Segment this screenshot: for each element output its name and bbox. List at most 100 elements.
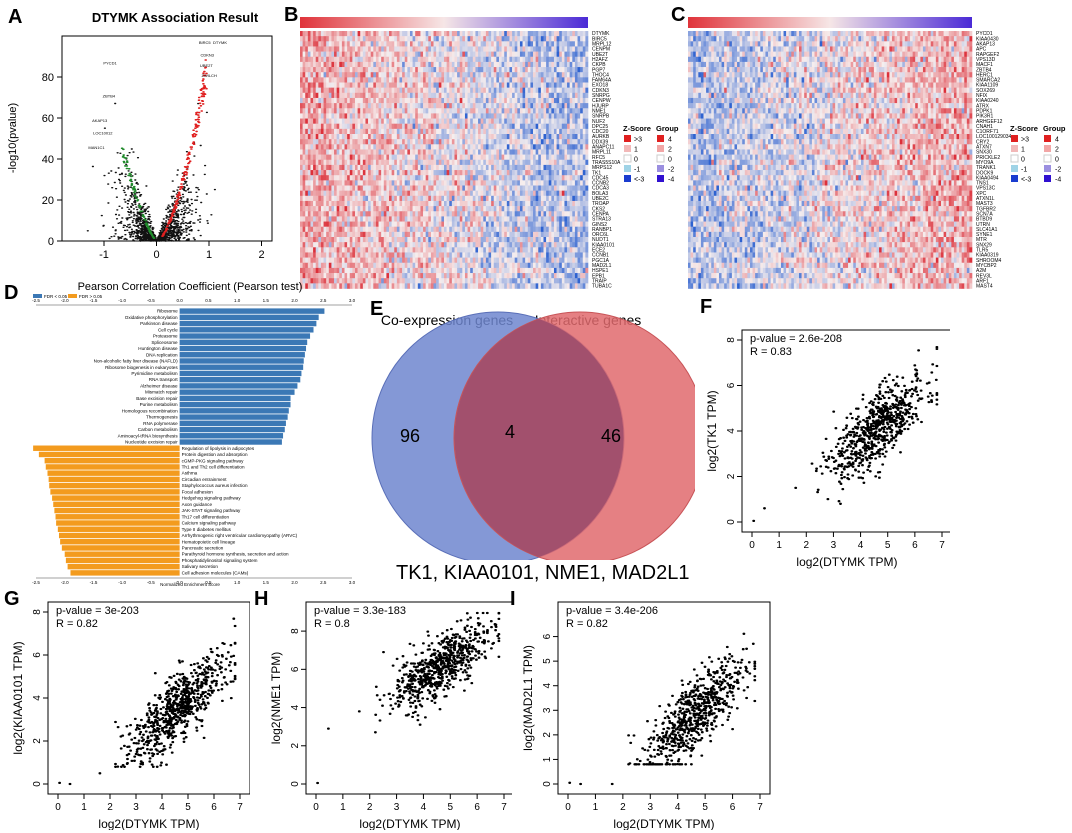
- heatmap-cell: [383, 82, 387, 88]
- heatmap-cell: [582, 51, 586, 58]
- heatmap-cell: [530, 97, 534, 104]
- heatmap-cell: [436, 237, 440, 243]
- heatmap-cell: [407, 92, 411, 99]
- heatmap-cell: [334, 221, 337, 227]
- heatmap-cell: [572, 108, 576, 114]
- heatmap-cell: [480, 123, 484, 130]
- heatmap-cell: [341, 82, 345, 88]
- heatmap-cell: [354, 221, 358, 227]
- heatmap-cell: [501, 221, 505, 227]
- heatmap-cell: [533, 103, 536, 109]
- heatmap-cell: [444, 144, 447, 150]
- heatmap-cell: [530, 226, 534, 233]
- heatmap-cell: [472, 123, 476, 130]
- heatmap-cell: [318, 118, 322, 124]
- heatmap-cell: [331, 237, 335, 243]
- heatmap-cell: [399, 237, 403, 243]
- heatmap-cell: [498, 221, 502, 227]
- heatmap-cell: [441, 82, 445, 88]
- heatmap-cell: [543, 82, 547, 88]
- heatmap-cell: [391, 206, 395, 212]
- heatmap-cell: [548, 92, 552, 99]
- heatmap-cell: [553, 216, 557, 222]
- heatmap-cell: [302, 92, 306, 99]
- heatmap-cell: [347, 247, 351, 253]
- heatmap-cell: [417, 206, 421, 212]
- heatmap-cell: [509, 211, 513, 217]
- heatmap-cell: [394, 97, 398, 104]
- heatmap-cell: [517, 77, 521, 83]
- heatmap-cell: [412, 257, 416, 264]
- heatmap-cell: [402, 134, 406, 140]
- heatmap-cell: [399, 31, 403, 37]
- heatmap-cell: [493, 164, 497, 171]
- heatmap-cell: [580, 134, 584, 140]
- heatmap-cell: [373, 211, 377, 217]
- heatmap-cell: [462, 46, 466, 52]
- heatmap-cell: [328, 206, 332, 212]
- heatmap-cell: [310, 185, 314, 191]
- heatmap-cell: [347, 103, 351, 109]
- heatmap-cell: [389, 67, 392, 73]
- heatmap-cell: [310, 206, 314, 212]
- heatmap-cell: [577, 56, 581, 63]
- heatmap-cell: [362, 128, 366, 135]
- heatmap-cell: [543, 72, 547, 78]
- heatmap-cell: [396, 180, 400, 186]
- heatmap-cell: [341, 206, 345, 212]
- heatmap-cell: [551, 200, 555, 207]
- heatmap-cell: [349, 231, 353, 238]
- heatmap-cell: [530, 41, 534, 47]
- heatmap-cell: [425, 226, 429, 233]
- heatmap-cell: [472, 252, 476, 258]
- heatmap-cell: [556, 51, 560, 58]
- heatmap-cell: [483, 118, 487, 124]
- heatmap-cell: [394, 226, 398, 233]
- heatmap-cell: [357, 31, 361, 37]
- heatmap-cell: [389, 231, 392, 238]
- heatmap-cell: [522, 252, 526, 258]
- heatmap-cell: [561, 61, 565, 68]
- heatmap-cell: [341, 31, 345, 37]
- heatmap-cell: [546, 195, 550, 202]
- heatmap-cell: [449, 154, 453, 161]
- heatmap-cell: [441, 216, 445, 222]
- volcano-ytick-label: 80: [42, 72, 54, 84]
- heatmap-cell: [546, 103, 550, 109]
- heatmap-cell: [334, 72, 337, 78]
- heatmap-cell: [428, 206, 432, 212]
- heatmap-cell: [436, 231, 440, 238]
- heatmap-cell: [569, 144, 573, 150]
- heatmap-cell: [567, 46, 570, 52]
- heatmap-cell: [485, 247, 489, 253]
- heatmap-cell: [506, 77, 510, 83]
- heatmap-cell: [404, 226, 408, 233]
- heatmap-cell: [368, 175, 371, 181]
- heatmap-cell: [323, 139, 327, 145]
- heatmap-cell: [501, 97, 505, 104]
- heatmap-cell: [512, 46, 515, 52]
- heatmap-cell: [444, 247, 447, 253]
- heatmap-cell: [328, 51, 332, 58]
- heatmap-cell: [472, 149, 476, 155]
- heatmap-cell: [407, 31, 411, 37]
- heatmap-cell: [331, 139, 335, 145]
- heatmap-cell: [360, 170, 364, 176]
- heatmap-cell: [483, 149, 487, 155]
- heatmap-cell: [375, 242, 379, 248]
- heatmap-cell: [423, 149, 426, 155]
- heatmap-cell: [538, 149, 542, 155]
- heatmap-cell: [417, 139, 421, 145]
- heatmap-cell: [310, 237, 314, 243]
- heatmap-cell: [378, 180, 382, 186]
- heatmap-cell: [559, 237, 563, 243]
- heatmap-cell: [569, 226, 573, 233]
- heatmap-cell: [525, 195, 529, 202]
- heatmap-cell: [582, 180, 586, 186]
- heatmap-cell: [420, 113, 424, 119]
- heatmap-cell: [326, 31, 330, 37]
- heatmap-cell: [339, 190, 343, 197]
- heatmap-cell: [538, 206, 542, 212]
- heatmap-cell: [323, 118, 327, 124]
- heatmap-cell: [449, 211, 453, 217]
